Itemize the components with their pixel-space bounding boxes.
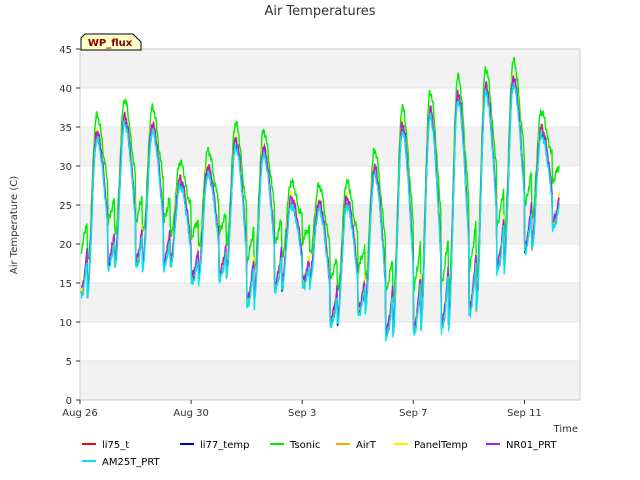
x-tick-label: Sep 11 [507,408,542,419]
legend-label-tsonic: Tsonic [289,440,320,451]
y-tick-label: 5 [66,357,72,368]
y-tick-label: 25 [59,201,72,212]
badge-shape [80,33,142,51]
series-lines [80,56,560,342]
legend-label-li75-t: li75_t [102,440,129,451]
series-line-am25t-prt [80,83,560,342]
y-tick-label: 45 [59,45,72,56]
legend-label-airt: AirT [356,440,377,451]
y-tick-label: 40 [59,84,72,95]
y-tick-label: 15 [59,279,72,290]
x-tick-label: Aug 30 [173,408,208,419]
y-tick-label: 35 [59,123,72,134]
x-axis-label: Time [553,424,578,435]
x-tick-label: Sep 3 [288,408,316,419]
legend-label-li77-temp: li77_temp [200,440,249,451]
legend: li75_t li77_temp Tsonic AirT PanelTemp NR01_P… [82,440,557,468]
legend-label-am25t-prt: AM25T_PRT [102,457,161,468]
grid-band [80,361,580,400]
x-tick-label: Aug 26 [62,408,97,419]
axes: 0 5 10 15 20 25 30 35 40 45 Aug 26 Aug 30 Sep 3 Sep 7… [59,45,581,419]
grid-band [80,127,580,166]
site-badge: WP_flux [80,33,142,51]
legend-label-paneltemp: PanelTemp [414,440,468,451]
y-tick-label: 30 [59,162,72,173]
y-tick-label: 0 [66,396,72,407]
x-tick-label: Sep 7 [399,408,427,419]
y-axis-label: Air Temperature (C) [9,176,20,274]
legend-label-nr01-prt: NR01_PRT [506,440,557,451]
y-tick-label: 10 [59,318,72,329]
grid-band [80,49,580,88]
y-tick-label: 20 [59,240,72,251]
chart-title: Air Temperatures [264,4,375,19]
plot-border [79,48,581,401]
badge-label: WP_flux [88,38,133,49]
